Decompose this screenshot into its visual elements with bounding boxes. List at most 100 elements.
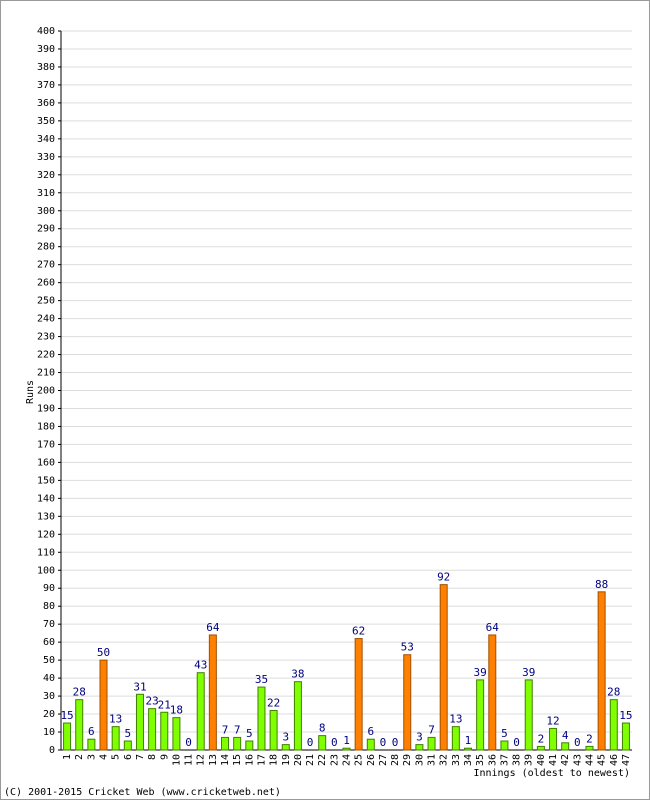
bar (536, 745, 545, 751)
bar (597, 591, 606, 751)
y-tick-label: 220 (37, 350, 55, 361)
y-tick-label: 170 (37, 439, 55, 450)
bar (463, 747, 472, 751)
value-label: 28 (73, 686, 86, 699)
bar (524, 679, 533, 751)
x-tick-label: 40 (536, 754, 547, 766)
x-tick-label: 8 (147, 754, 158, 760)
x-tick-label: 35 (475, 754, 486, 766)
bar (75, 699, 84, 751)
x-tick-label: 37 (499, 754, 510, 766)
x-tick-label: 47 (621, 754, 632, 766)
bar (148, 708, 157, 751)
bar (342, 747, 351, 751)
value-label: 53 (401, 641, 414, 654)
bar (172, 717, 181, 751)
value-label: 0 (307, 736, 314, 749)
y-tick-label: 370 (37, 80, 55, 91)
value-label: 6 (88, 725, 95, 738)
y-tick-label: 230 (37, 332, 55, 343)
y-tick-label: 240 (37, 314, 55, 325)
value-label: 64 (486, 621, 500, 634)
x-tick-label: 17 (256, 754, 267, 766)
value-label: 0 (513, 736, 520, 749)
x-tick-label: 13 (208, 754, 219, 766)
y-tick-label: 140 (37, 493, 55, 504)
x-tick-label: 16 (244, 754, 255, 766)
x-tick-label: 41 (548, 754, 559, 766)
value-label: 5 (501, 727, 508, 740)
y-tick-label: 100 (37, 565, 55, 576)
bar (99, 659, 108, 751)
y-tick-label: 80 (43, 601, 55, 612)
y-tick-label: 180 (37, 421, 55, 432)
x-tick-label: 2 (74, 754, 85, 760)
y-tick-label: 360 (37, 98, 55, 109)
bar (439, 584, 448, 751)
y-tick-label: 40 (43, 673, 55, 684)
value-label: 7 (234, 723, 241, 736)
y-tick-label: 160 (37, 457, 55, 468)
y-tick-label: 130 (37, 511, 55, 522)
x-tick-label: 22 (317, 754, 328, 766)
value-label: 5 (246, 727, 253, 740)
y-tick-label: 300 (37, 206, 55, 217)
value-label: 15 (619, 709, 632, 722)
value-label: 2 (586, 732, 593, 745)
value-label: 15 (60, 709, 73, 722)
bar (500, 740, 509, 751)
y-tick-label: 350 (37, 116, 55, 127)
value-label: 23 (145, 695, 158, 708)
bar (196, 672, 205, 751)
value-label: 4 (562, 729, 569, 742)
bar (318, 735, 327, 751)
value-label: 3 (282, 731, 289, 744)
value-label: 0 (331, 736, 338, 749)
y-tick-label: 390 (37, 44, 55, 55)
value-label: 7 (428, 723, 435, 736)
x-tick-label: 11 (184, 754, 195, 766)
x-tick-label: 18 (269, 754, 280, 766)
y-tick-label: 10 (43, 727, 55, 738)
y-tick-label: 200 (37, 386, 55, 397)
y-tick-label: 150 (37, 475, 55, 486)
x-axis-label: Innings (oldest to newest) (473, 768, 630, 779)
bar (233, 736, 242, 751)
bar (549, 727, 558, 751)
bar (111, 726, 120, 751)
x-tick-label: 30 (414, 754, 425, 766)
x-tick-label: 7 (135, 754, 146, 760)
value-label: 12 (546, 714, 559, 727)
value-label: 2 (538, 732, 545, 745)
bar (123, 740, 132, 751)
y-tick-label: 330 (37, 152, 55, 163)
x-tick-label: 43 (572, 754, 583, 766)
y-tick-label: 20 (43, 709, 55, 720)
bar (245, 740, 254, 751)
bar (366, 738, 375, 751)
bar (427, 736, 436, 751)
y-tick-label: 210 (37, 368, 55, 379)
value-label: 5 (125, 727, 132, 740)
x-tick-label: 31 (427, 754, 438, 766)
value-label: 21 (158, 698, 171, 711)
bar (403, 654, 412, 751)
value-label: 62 (352, 625, 365, 638)
bar (87, 738, 96, 751)
x-tick-label: 46 (609, 754, 620, 766)
x-tick-label: 14 (220, 754, 231, 766)
value-label: 1 (343, 734, 350, 747)
y-tick-label: 90 (43, 583, 55, 594)
x-tick-label: 24 (342, 754, 353, 766)
y-tick-label: 0 (49, 745, 55, 756)
bar (63, 722, 72, 751)
value-label: 13 (109, 713, 122, 726)
y-tick-label: 50 (43, 655, 55, 666)
x-tick-label: 3 (86, 754, 97, 760)
x-tick-label: 44 (584, 754, 595, 766)
bar (488, 634, 497, 751)
bar (293, 681, 302, 751)
x-tick-label: 19 (281, 754, 292, 766)
value-label: 88 (595, 578, 608, 591)
